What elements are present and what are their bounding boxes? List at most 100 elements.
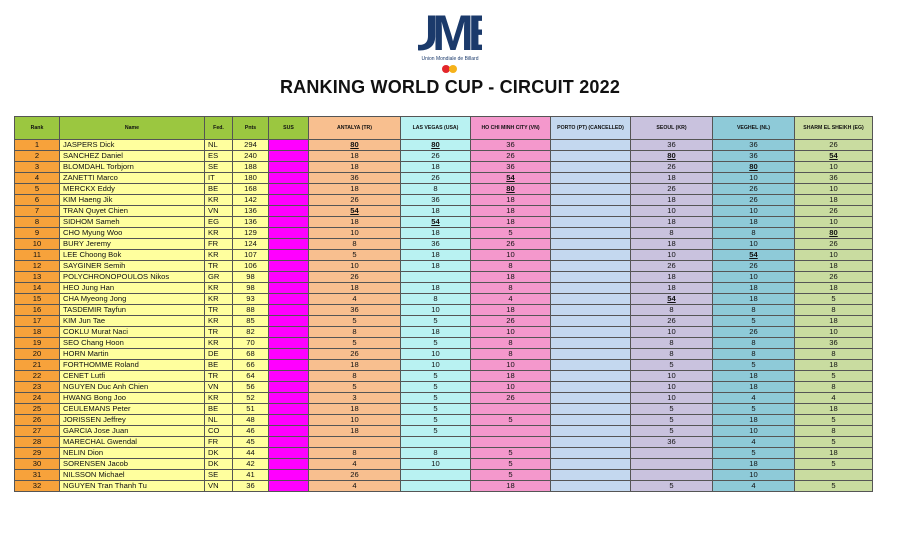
cell-rank: 2: [14, 150, 60, 162]
cell-sharm: 5: [794, 414, 873, 426]
cell-porto: [550, 447, 631, 459]
cell-porto: [550, 238, 631, 250]
cell-sus: [268, 414, 309, 426]
cell-seoul: 18: [630, 194, 713, 206]
umb-logo: UMB Union Mondiale de Billard: [0, 0, 900, 78]
cell-seoul: 36: [630, 436, 713, 448]
cell-pts: 41: [232, 469, 269, 481]
cell-sharm: 10: [794, 183, 873, 195]
cell-fed: CO: [204, 425, 233, 437]
cell-seoul: 26: [630, 183, 713, 195]
cell-sharm: 8: [794, 304, 873, 316]
cell-sharm: 54: [794, 150, 873, 162]
cell-seoul: 10: [630, 326, 713, 338]
cell-veghel: 8: [712, 227, 795, 239]
cell-fed: DE: [204, 348, 233, 360]
cell-sus: [268, 403, 309, 415]
cell-lv: 8: [400, 293, 471, 305]
cell-pts: 129: [232, 227, 269, 239]
cell-veghel: 18: [712, 293, 795, 305]
cell-porto: [550, 315, 631, 327]
cell-sharm: 5: [794, 293, 873, 305]
cell-rank: 26: [14, 414, 60, 426]
cell-lv: 18: [400, 282, 471, 294]
column-header-rank: Rank: [14, 116, 60, 140]
umb-logo-subtitle: Union Mondiale de Billard: [421, 56, 479, 62]
cell-sharm: 26: [794, 205, 873, 217]
cell-name: FORTHOMME Roland: [59, 359, 205, 371]
cell-sus: [268, 205, 309, 217]
cell-rank: 21: [14, 359, 60, 371]
cell-sus: [268, 381, 309, 393]
cell-rank: 1: [14, 139, 60, 151]
table-row: 31 NILSSON Michael SE 41 26 5 10: [14, 469, 873, 481]
cell-sharm: 80: [794, 227, 873, 239]
table-row: 20 HORN Martin DE 68 26 10 8 8 8 8: [14, 348, 873, 360]
cell-lv: 36: [400, 194, 471, 206]
cell-lv: 18: [400, 249, 471, 261]
table-body: 1 JASPERS Dick NL 294 80 80 36 36 36 26 2 SANCHEZ D…: [14, 139, 873, 492]
cell-fed: KR: [204, 227, 233, 239]
page-title: RANKING WORLD CUP - CIRCUIT 2022: [279, 77, 621, 97]
cell-fed: KR: [204, 392, 233, 404]
table-row: 29 NELIN Dion DK 44 8 8 5 5 18: [14, 447, 873, 459]
cell-antalya: 18: [308, 359, 401, 371]
cell-porto: [550, 172, 631, 184]
cell-porto: [550, 194, 631, 206]
cell-pts: 136: [232, 205, 269, 217]
umb-logo-text: UMB: [418, 5, 482, 56]
cell-seoul: 8: [630, 227, 713, 239]
cell-name: NGUYEN Duc Anh Chien: [59, 381, 205, 393]
cell-veghel: 5: [712, 359, 795, 371]
cell-hcm: 18: [470, 304, 551, 316]
cell-antalya: 18: [308, 216, 401, 228]
cell-porto: [550, 414, 631, 426]
cell-pts: 240: [232, 150, 269, 162]
cell-name: MARECHAL Gwendal: [59, 436, 205, 448]
cell-fed: DK: [204, 458, 233, 470]
cell-veghel: 10: [712, 271, 795, 283]
umb-logo-mark: UMB: [418, 5, 482, 56]
cell-sus: [268, 436, 309, 448]
cell-porto: [550, 359, 631, 371]
cell-sus: [268, 183, 309, 195]
cell-lv: 18: [400, 227, 471, 239]
cell-hcm: 5: [470, 414, 551, 426]
cell-lv: 5: [400, 414, 471, 426]
table-row: 13 POLYCHRONOPOULOS Nikos GR 98 26 18 18 10 26: [14, 271, 873, 283]
cell-veghel: 36: [712, 150, 795, 162]
cell-name: TASDEMIR Tayfun: [59, 304, 205, 316]
cell-antalya: 80: [308, 139, 401, 151]
cell-hcm: 26: [470, 392, 551, 404]
ranking-table: Rank Name Fed. Pnts SUS ANTALYA (TR) LAS VEGAS…: [14, 116, 873, 492]
cell-name: SIDHOM Sameh: [59, 216, 205, 228]
cell-antalya: 8: [308, 326, 401, 338]
table-row: 32 NGUYEN Tran Thanh Tu VN 36 4 18 5 4 5: [14, 480, 873, 492]
cell-hcm: 18: [470, 480, 551, 492]
cell-pts: 42: [232, 458, 269, 470]
cell-fed: NL: [204, 139, 233, 151]
cell-sharm: 26: [794, 271, 873, 283]
cell-porto: [550, 392, 631, 404]
cell-pts: 142: [232, 194, 269, 206]
cell-rank: 24: [14, 392, 60, 404]
yellow-dot: [449, 65, 457, 73]
cell-seoul: 18: [630, 216, 713, 228]
cell-name: SORENSEN Jacob: [59, 458, 205, 470]
table-row: 4 ZANETTI Marco IT 180 36 26 54 18 10 36: [14, 172, 873, 184]
cell-sharm: 36: [794, 337, 873, 349]
cell-lv: 18: [400, 161, 471, 173]
cell-rank: 28: [14, 436, 60, 448]
cell-rank: 20: [14, 348, 60, 360]
cell-rank: 30: [14, 458, 60, 470]
cell-fed: KR: [204, 315, 233, 327]
table-row: 24 HWANG Bong Joo KR 52 3 5 26 10 4 4: [14, 392, 873, 404]
cell-antalya: 18: [308, 425, 401, 437]
cell-veghel: 4: [712, 436, 795, 448]
cell-pts: 93: [232, 293, 269, 305]
cell-sharm: 18: [794, 447, 873, 459]
cell-hcm: [470, 403, 551, 415]
cell-lv: [400, 271, 471, 283]
cell-fed: TR: [204, 260, 233, 272]
cell-lv: 10: [400, 348, 471, 360]
